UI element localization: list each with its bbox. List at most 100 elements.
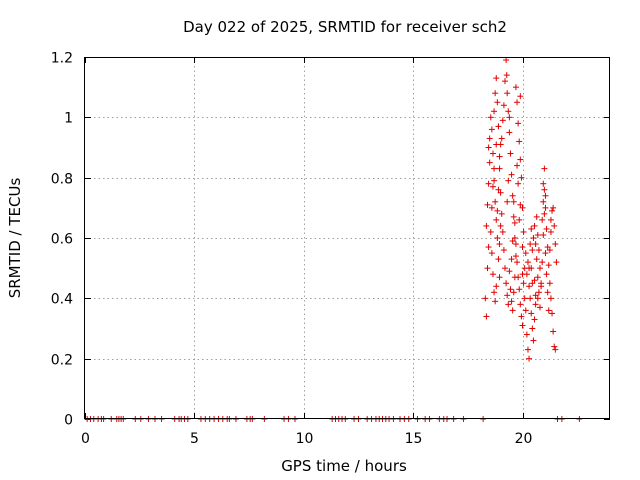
data-point: [493, 141, 500, 148]
data-point: [504, 292, 511, 299]
tick-labels: 0 5 10 15 20 0 0.2 0.4 0.6 0.8 1 1.2: [51, 51, 533, 448]
data-point: [502, 78, 508, 85]
data-point: [508, 256, 515, 263]
chart-title: Day 022 of 2025, SRMTID for receiver sch…: [183, 18, 507, 36]
data-point: [515, 180, 522, 187]
data-point: [495, 186, 502, 193]
data-point: [514, 259, 521, 266]
data-point: [496, 274, 503, 281]
data-point: [489, 271, 496, 278]
data-point: [509, 238, 516, 245]
y-tick-label: 1: [64, 111, 73, 127]
data-point: [494, 99, 501, 106]
data-point: [509, 307, 516, 314]
data-point: [547, 295, 554, 302]
data-point: [541, 186, 548, 193]
data-point: [533, 213, 540, 220]
data-point: [496, 153, 503, 160]
data-point: [494, 207, 501, 214]
data-point: [530, 235, 537, 241]
data-point: [487, 228, 494, 235]
data-point: [491, 289, 498, 296]
data-point: [494, 235, 501, 241]
data-point: [495, 123, 502, 130]
data-point: [514, 99, 521, 106]
data-point: [539, 216, 546, 223]
y-tick-label: 0: [64, 413, 73, 429]
data-point: [510, 198, 517, 205]
data-point: [543, 225, 550, 232]
data-point: [520, 280, 527, 287]
data-point: [517, 93, 524, 100]
y-tick-label: 0.4: [51, 292, 73, 308]
data-point: [547, 216, 554, 223]
data-point: [485, 244, 492, 251]
data-point: [485, 180, 492, 187]
data-point: [529, 247, 536, 254]
data-point: [531, 277, 538, 284]
data-point: [518, 174, 525, 181]
data-point: [488, 250, 495, 257]
data-point: [552, 346, 559, 353]
data-point: [518, 313, 525, 320]
data-point: [485, 144, 492, 151]
y-axis-label: SRMTID / TECUs: [6, 178, 24, 299]
data-point: [532, 301, 539, 308]
data-point: [541, 210, 548, 217]
data-point: [484, 201, 491, 208]
data-point: [508, 298, 515, 305]
data-point: [546, 247, 553, 254]
data-point: [534, 295, 541, 302]
data-point: [510, 289, 517, 296]
data-point: [487, 114, 494, 121]
data-point: [516, 138, 523, 145]
data-point: [551, 222, 558, 229]
data-point: [482, 295, 489, 302]
data-point: [524, 346, 531, 353]
data-point: [528, 225, 535, 232]
data-point: [489, 150, 496, 157]
data-point: [552, 241, 559, 248]
data-point: [503, 280, 510, 287]
data-point: [533, 256, 540, 263]
data-point: [542, 204, 549, 211]
data-point: [524, 259, 531, 266]
data-point: [517, 301, 524, 308]
x-tick-label: 10: [296, 431, 314, 447]
data-point: [519, 322, 526, 329]
data-point: [491, 108, 498, 115]
data-point: [544, 289, 551, 296]
data-point: [483, 222, 490, 229]
data-point: [553, 259, 560, 266]
data-point: [491, 165, 498, 172]
data-point: [522, 250, 529, 257]
data-point: [512, 253, 519, 260]
data-point: [507, 150, 514, 157]
data-point: [537, 265, 543, 272]
data-point: [498, 135, 505, 142]
data-point: [545, 262, 552, 269]
data-point: [496, 241, 503, 248]
data-point: [523, 331, 530, 338]
data-point: [550, 328, 557, 335]
data-point: [500, 247, 507, 254]
data-point: [504, 198, 511, 205]
data-point: [544, 244, 551, 251]
data-point: [540, 231, 547, 238]
data-point: [516, 216, 523, 223]
data-point: [498, 210, 505, 217]
x-tick-label: 15: [405, 431, 423, 447]
data-point: [549, 207, 556, 214]
data-point: [505, 301, 512, 308]
data-point: [492, 298, 499, 305]
data-point: [493, 75, 500, 82]
data-point: [540, 198, 547, 205]
data-point: [519, 244, 526, 251]
data-point: [515, 274, 522, 281]
y-tick-label: 1.2: [51, 51, 73, 67]
data-point: [510, 213, 517, 220]
data-point: [496, 165, 503, 172]
data-point: [484, 265, 491, 272]
data-point: [542, 192, 549, 199]
